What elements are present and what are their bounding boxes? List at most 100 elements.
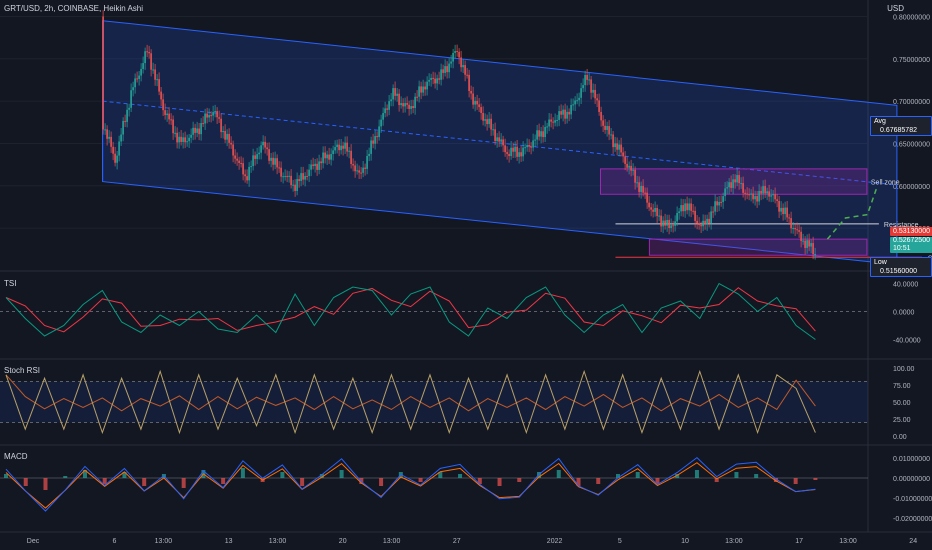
candle-body — [752, 193, 754, 200]
candle-body — [256, 154, 258, 159]
candle-body — [532, 140, 534, 148]
candle-body — [644, 192, 646, 194]
candle-body — [606, 126, 608, 130]
candle-body — [812, 243, 814, 255]
stoch-rsi-label: Stoch RSI — [4, 366, 41, 375]
candle-body — [338, 144, 340, 151]
candle-body — [274, 158, 276, 165]
candle-body — [764, 186, 766, 194]
candle-body — [508, 153, 510, 157]
candle-body — [656, 207, 658, 217]
time-axis-label: 17 — [795, 538, 803, 545]
candle-body — [598, 100, 600, 112]
candle-body — [768, 191, 770, 197]
macd-histogram-bar — [280, 472, 285, 478]
candle-body — [404, 103, 406, 107]
candle-body — [292, 184, 294, 186]
candle-body — [130, 90, 132, 108]
candle-body — [470, 90, 472, 94]
candle-body — [144, 51, 146, 64]
candle-body — [536, 130, 538, 140]
macd-tick-label: 0.00000000 — [893, 476, 930, 483]
candle-body — [678, 211, 680, 214]
candle-body — [468, 74, 470, 91]
candle-body — [226, 133, 228, 140]
candle-body — [414, 96, 416, 109]
candle-body — [788, 217, 790, 219]
candle-body — [426, 81, 428, 90]
tsi-tick-label: 40.0000 — [893, 282, 918, 289]
macd-histogram-bar — [102, 478, 107, 484]
macd-histogram-bar — [458, 474, 463, 478]
candle-body — [556, 119, 558, 121]
candle-body — [578, 97, 580, 101]
candle-body — [230, 142, 232, 145]
candle-body — [530, 146, 532, 148]
candle-body — [306, 176, 308, 178]
candle-body — [350, 150, 352, 165]
candle-body — [698, 223, 700, 226]
tsi-main-line — [5, 282, 816, 340]
time-axis-label: 13:00 — [155, 538, 173, 545]
candle-body — [238, 160, 240, 164]
candle-body — [284, 176, 286, 178]
price-tick-label: 0.70000000 — [893, 99, 930, 106]
candle-body — [710, 211, 712, 224]
candle-body — [770, 195, 772, 197]
candle-body — [320, 161, 322, 164]
candle-body — [568, 111, 570, 115]
candle-body — [268, 149, 270, 161]
candle-body — [104, 129, 106, 131]
avg-tag: Avg 0.67685782 — [870, 116, 932, 136]
candle-body — [762, 186, 764, 194]
macd-histogram-bar — [23, 478, 28, 486]
candle-body — [496, 137, 498, 142]
candle-body — [650, 207, 652, 210]
candle-body — [524, 147, 526, 149]
candle-body — [682, 205, 684, 212]
candle-body — [570, 105, 572, 115]
macd-histogram-bar — [63, 476, 68, 478]
candle-body — [252, 155, 254, 167]
candle-body — [406, 103, 408, 105]
candle-body — [724, 188, 726, 197]
candle-body — [334, 147, 336, 151]
candle-body — [772, 194, 774, 196]
candle-body — [110, 136, 112, 147]
low-value: 0.51560000 — [880, 268, 917, 275]
candle-body — [722, 196, 724, 203]
macd-histogram-bar — [655, 478, 660, 484]
candle-body — [718, 201, 720, 206]
candle-body — [464, 65, 466, 75]
candle-body — [206, 113, 208, 118]
candle-body — [552, 121, 554, 123]
macd-histogram-bar — [517, 478, 522, 482]
candle-body — [700, 225, 702, 227]
macd-tick-label: 0.01000000 — [893, 456, 930, 463]
candle-body — [140, 68, 142, 76]
candle-body — [542, 131, 544, 138]
candle-body — [450, 61, 452, 64]
candle-body — [324, 152, 326, 159]
candle-body — [316, 163, 318, 170]
candle-body — [466, 74, 468, 76]
macd-histogram-bar — [319, 474, 324, 478]
stoch-tick-label: 0.00 — [893, 434, 907, 441]
macd-line — [5, 456, 816, 512]
candle-body — [510, 147, 512, 157]
candle-body — [326, 154, 328, 159]
candle-body — [312, 164, 314, 167]
candle-body — [692, 210, 694, 212]
candle-body — [522, 147, 524, 157]
candle-body — [754, 196, 756, 200]
candle-body — [690, 203, 692, 211]
candle-body — [474, 100, 476, 105]
candle-body — [706, 218, 708, 225]
candle-body — [234, 155, 236, 159]
candle-body — [412, 106, 414, 109]
time-axis-label: 13:00 — [839, 538, 857, 545]
candle-body — [348, 150, 350, 152]
candle-body — [588, 79, 590, 81]
time-axis-label: 6 — [113, 538, 117, 545]
